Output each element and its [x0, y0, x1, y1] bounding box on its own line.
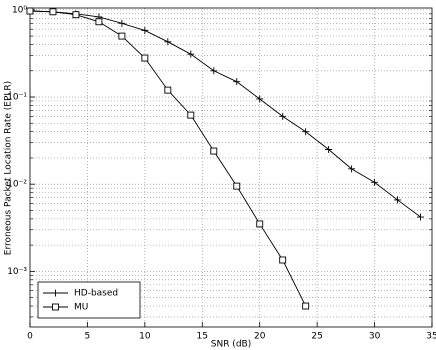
legend-label: MU	[74, 303, 88, 313]
marker	[95, 18, 103, 26]
marker	[233, 78, 241, 86]
y-tick-label: 10⁻¹	[7, 93, 27, 103]
marker	[72, 11, 80, 19]
x-tick-label: 10	[139, 332, 151, 342]
marker	[118, 19, 126, 27]
x-axis-label: SNR (dB)	[211, 340, 251, 350]
series-line	[29, 10, 421, 218]
marker	[302, 302, 310, 310]
marker	[233, 182, 241, 190]
x-tick-label: 0	[27, 332, 33, 342]
x-tick-label: 15	[197, 332, 208, 342]
marker	[348, 165, 356, 173]
marker	[394, 196, 402, 204]
marker	[256, 95, 264, 103]
y-tick-label: 10⁻²	[7, 180, 27, 190]
marker	[417, 213, 425, 221]
legend-box	[37, 281, 141, 319]
marker	[141, 54, 149, 62]
legend: HD-based MU	[37, 281, 141, 319]
marker	[52, 303, 59, 311]
marker	[26, 7, 34, 15]
marker	[325, 146, 333, 154]
x-tick-label: 20	[254, 332, 266, 342]
marker	[52, 289, 59, 297]
x-tick-label: 35	[426, 332, 436, 342]
y-tick-label: 10⁰	[12, 5, 27, 15]
marker	[210, 67, 218, 75]
marker	[210, 147, 218, 155]
marker	[141, 26, 149, 34]
marker	[302, 128, 310, 136]
y-axis-label: Erroneous Packet Location Rate (EPLR)	[4, 81, 14, 255]
marker	[279, 256, 287, 264]
marker	[279, 112, 287, 120]
x-tick-label: 5	[85, 332, 91, 342]
x-tick-label: 25	[311, 332, 322, 342]
legend-label: HD-based	[74, 289, 118, 299]
marker	[187, 50, 195, 58]
plot-frame	[29, 7, 433, 328]
marker	[371, 178, 379, 186]
x-tick-label: 30	[369, 332, 381, 342]
marker	[187, 111, 195, 119]
marker	[118, 32, 126, 40]
marker	[256, 220, 264, 228]
marker	[164, 38, 172, 46]
marker	[164, 86, 172, 94]
marker	[49, 8, 57, 16]
y-tick-label: 10⁻³	[7, 267, 27, 277]
